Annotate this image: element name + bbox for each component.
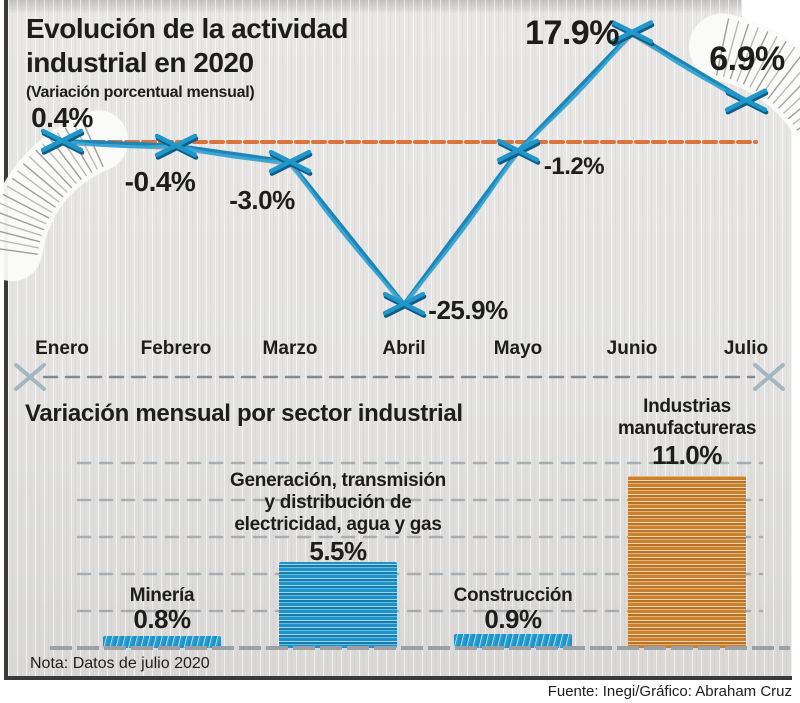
- point-value-label: 17.9%: [525, 14, 619, 52]
- corner-sketch-right-hatch: [722, 20, 740, 78]
- x-axis-label: Marzo: [262, 338, 318, 359]
- bar-category-label: y distribución de: [264, 492, 412, 513]
- corner-sketch-left-hatch: [29, 156, 68, 193]
- bar-1: [279, 562, 397, 648]
- corner-sketch-right-hatch: [736, 27, 759, 82]
- bar-category-label: Minería: [129, 585, 195, 606]
- x-axis-label: Abril: [382, 338, 426, 359]
- series-line-double: [60, 139, 178, 149]
- corner-sketch-left-hatch: [35, 149, 73, 189]
- corner-sketch-right-hatch: [729, 23, 750, 80]
- x-axis-label: Mayo: [493, 338, 543, 359]
- bar-category-label: electricidad, agua y gas: [234, 514, 442, 535]
- bar-value-label: 5.5%: [309, 536, 367, 566]
- chart-subtitle: (Variación porcentual mensual): [26, 84, 255, 101]
- corner-sketch-right-hatch: [742, 31, 769, 85]
- corner-sketch-left-hatch: [0, 212, 45, 231]
- series-line: [174, 143, 292, 164]
- point-marker-x: [40, 128, 84, 153]
- bar-0: [103, 635, 221, 648]
- point-value-label: 6.9%: [709, 40, 785, 78]
- corner-sketch-right-hatch: [761, 46, 796, 96]
- source-credit: Fuente: Inegi/Gráfico: Abraham Cruz: [547, 683, 792, 700]
- series-line: [516, 30, 634, 153]
- divider-x-icon: [753, 363, 785, 391]
- point-value-label: -1.2%: [543, 153, 605, 180]
- point-marker-x: [724, 88, 768, 112]
- x-axis-label: Enero: [35, 338, 89, 359]
- x-axis-label: Julio: [723, 338, 769, 359]
- bar-chart-baseline: [50, 646, 790, 650]
- corner-sketch-left-hatch: [0, 239, 39, 249]
- corner-sketch-right-hatch: [783, 97, 800, 114]
- corner-sketch-right-hatch: [749, 35, 778, 88]
- corner-sketch-right-hatch: [715, 18, 730, 76]
- bar-category-label: Industrias: [643, 396, 731, 417]
- x-axis-label: Junio: [606, 338, 658, 359]
- corner-sketch-right-hatch: [787, 108, 800, 120]
- point-marker-x: [268, 149, 312, 174]
- bar-category-label: Construcción: [453, 585, 573, 606]
- bar-3: [628, 476, 746, 648]
- corner-sketch-left-hatch: [0, 221, 43, 237]
- corner-sketch-right-hatch: [755, 41, 787, 92]
- x-axis-label: Febrero: [140, 338, 212, 359]
- series-line: [288, 159, 406, 306]
- corner-sketch-left-hatch: [0, 202, 47, 225]
- bar-category-label: manufactureras: [617, 418, 757, 439]
- corner-sketch-right-hatch: [772, 71, 800, 104]
- corner-sketch-left-hatch: [22, 163, 64, 198]
- bar-value-label: 0.8%: [133, 604, 191, 634]
- series-line-double: [402, 149, 520, 305]
- bar-section-title: Variación mensual por sector industrial: [25, 400, 463, 427]
- bar-value-label: 11.0%: [652, 440, 722, 470]
- series-line: [402, 148, 520, 306]
- corner-sketch-left-hatch: [17, 170, 60, 203]
- point-value-label: -25.9%: [428, 295, 508, 325]
- point-value-label: -3.0%: [229, 185, 295, 215]
- point-marker-x: [610, 20, 654, 44]
- corner-sketch-left-hatch: [2, 193, 50, 219]
- series-line-double: [288, 160, 406, 305]
- title-line-1: Evolución de la actividad: [26, 13, 349, 44]
- bar-value-label: 0.9%: [484, 604, 542, 634]
- title-line-2: industrial en 2020: [26, 47, 254, 78]
- series-line: [60, 138, 178, 148]
- point-marker-x: [496, 138, 540, 163]
- corner-sketch-left-hatch: [6, 185, 53, 214]
- point-marker-x: [382, 291, 426, 316]
- point-value-label: -0.4%: [124, 166, 196, 197]
- bar-category-label: Generación, transmisión: [230, 470, 446, 491]
- bar-2: [454, 633, 572, 648]
- corner-sketch-right-hatch: [778, 85, 800, 109]
- point-marker-x: [154, 133, 198, 158]
- corner-sketch-left-hatch: [0, 230, 41, 243]
- series-line-double: [516, 30, 634, 152]
- series-line-double: [174, 144, 292, 163]
- point-value-label: 0.4%: [31, 102, 93, 133]
- corner-sketch-left-hatch: [11, 177, 56, 208]
- footnote: Nota: Datos de julio 2020: [30, 655, 210, 672]
- corner-sketch-left-hatch: [0, 248, 38, 255]
- divider-x-icon: [14, 363, 46, 391]
- page-title: Evolución de la actividad industrial en …: [26, 12, 349, 80]
- corner-sketch-right-band: [689, 13, 800, 140]
- corner-sketch-right-hatch: [767, 56, 800, 100]
